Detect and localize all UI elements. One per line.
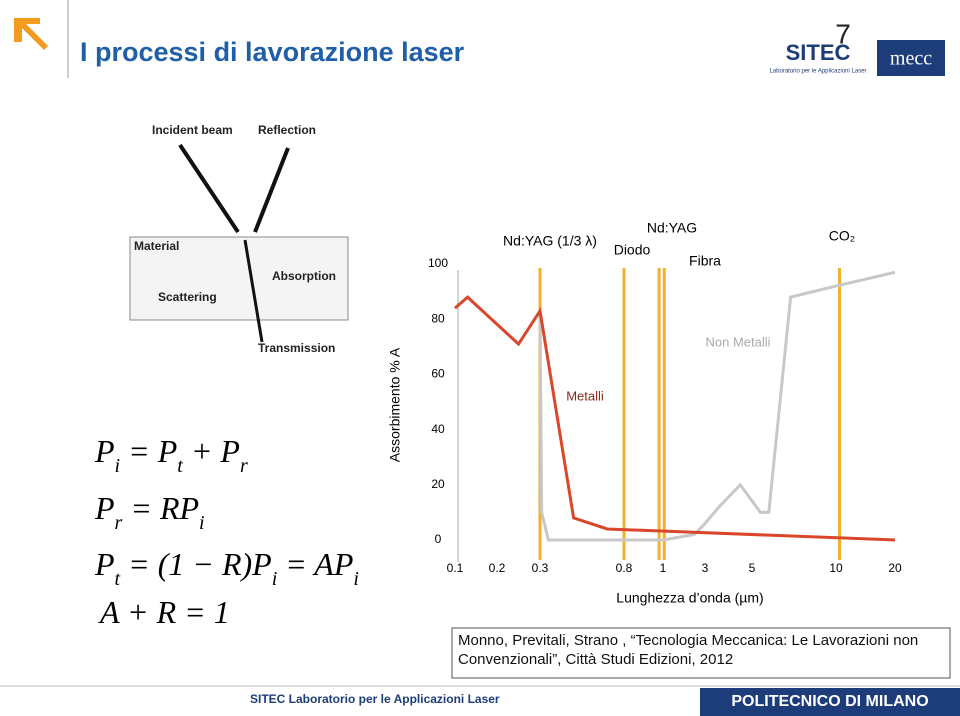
x-axis-label: Lunghezza d’onda (µm) bbox=[616, 590, 763, 606]
equation: Pr = RPi bbox=[94, 490, 205, 533]
figure-label: Transmission bbox=[258, 341, 335, 355]
x-tick-label: 0.3 bbox=[532, 561, 549, 575]
series-line bbox=[454, 295, 896, 542]
equation: Pi = Pt + Pr bbox=[94, 433, 248, 476]
footer-left: SITEC Laboratorio per le Applicazioni La… bbox=[250, 692, 500, 706]
laser-label: Nd:YAG (1/3 λ) bbox=[503, 233, 597, 249]
x-tick-label: 0.1 bbox=[447, 561, 464, 575]
sitec-sub: Laboratorio per le Applicazioni Laser bbox=[769, 69, 866, 75]
subscript: i bbox=[115, 455, 121, 477]
x-tick-label: 10 bbox=[829, 561, 843, 575]
equation-part: P bbox=[94, 433, 115, 469]
x-tick-label: 5 bbox=[749, 561, 756, 575]
laser-label: Nd:YAG bbox=[647, 220, 697, 236]
figure-label: Incident beam bbox=[152, 123, 233, 137]
page-number: 7 bbox=[835, 18, 851, 49]
x-tick-label: 0.8 bbox=[616, 561, 633, 575]
material bbox=[129, 236, 349, 321]
equation: A + R = 1 bbox=[98, 594, 230, 630]
footer-bar bbox=[700, 688, 960, 716]
figure-label: Reflection bbox=[258, 123, 316, 137]
title: I processi di lavorazione laser bbox=[80, 37, 465, 67]
arrow bbox=[253, 147, 290, 233]
x-tick-label: 20 bbox=[888, 561, 902, 575]
citation-wrap: Monno, Previtali, Strano , “Tecnologia M… bbox=[458, 632, 919, 668]
x-tick-label: 1 bbox=[660, 561, 667, 575]
figure-label: Scattering bbox=[158, 290, 217, 304]
citation-box bbox=[451, 627, 951, 679]
footer-right: POLITECNICO DI MILANO bbox=[731, 693, 928, 710]
subscript: i bbox=[199, 512, 205, 534]
y-tick-label: 0 bbox=[435, 532, 442, 546]
equation: Pt = (1 − R)Pi = APi bbox=[94, 546, 359, 589]
citation: Monno, Previtali, Strano , “Tecnologia M… bbox=[458, 632, 919, 668]
footer: SITEC Laboratorio per le Applicazioni La… bbox=[0, 685, 960, 716]
chart: 0 20 40 60 80 100 0.1 0.2 0.3 0.8 1 3 5 10 20 Assorbime… bbox=[387, 220, 902, 606]
subscript: t bbox=[115, 568, 121, 590]
subscript: i bbox=[272, 568, 278, 590]
subscript: i bbox=[353, 568, 359, 590]
y-tick-label: 20 bbox=[431, 477, 445, 491]
laser-label: CO₂ bbox=[829, 228, 855, 244]
x-tick-label: 0.2 bbox=[489, 561, 506, 575]
y-tick-label: 80 bbox=[431, 311, 445, 325]
series-label: Metalli bbox=[566, 388, 604, 403]
figure-label: Material bbox=[134, 239, 179, 253]
figure-label: Absorption bbox=[272, 269, 336, 283]
series-line bbox=[538, 270, 896, 542]
equation-part: = P bbox=[120, 433, 177, 469]
equation-part: = AP bbox=[277, 546, 353, 582]
subscript: r bbox=[240, 455, 248, 477]
subscript: t bbox=[177, 455, 183, 477]
series-label: Non Metalli bbox=[705, 334, 770, 349]
logo-arrow bbox=[14, 18, 48, 50]
equation-part: P bbox=[94, 490, 115, 526]
x-tick-label: 3 bbox=[702, 561, 709, 575]
y-tick-label: 100 bbox=[428, 256, 448, 270]
laser-label: Fibra bbox=[689, 253, 721, 269]
equation-part: + P bbox=[183, 433, 240, 469]
equation-part: = RP bbox=[122, 490, 199, 526]
y-axis-label: Assorbimento % A bbox=[387, 347, 403, 462]
sitec-logo: SITEC bbox=[786, 40, 851, 65]
arrow bbox=[243, 239, 264, 343]
mecc-logo: mecc bbox=[890, 48, 932, 70]
equation-part: P bbox=[94, 546, 115, 582]
y-tick-label: 40 bbox=[431, 422, 445, 436]
arrow bbox=[178, 143, 240, 234]
y-tick-label: 60 bbox=[431, 367, 445, 381]
figure: Incident beam Reflection Material Absorp… bbox=[129, 123, 349, 355]
laser-label: Diodo bbox=[614, 242, 651, 258]
header: I processi di lavorazione laser 7 SITEC … bbox=[14, 0, 945, 78]
equation-part: = (1 − R)P bbox=[120, 546, 272, 582]
equation-part: A + R = 1 bbox=[98, 594, 230, 630]
mecc-box bbox=[877, 40, 945, 76]
subscript: r bbox=[115, 512, 123, 534]
